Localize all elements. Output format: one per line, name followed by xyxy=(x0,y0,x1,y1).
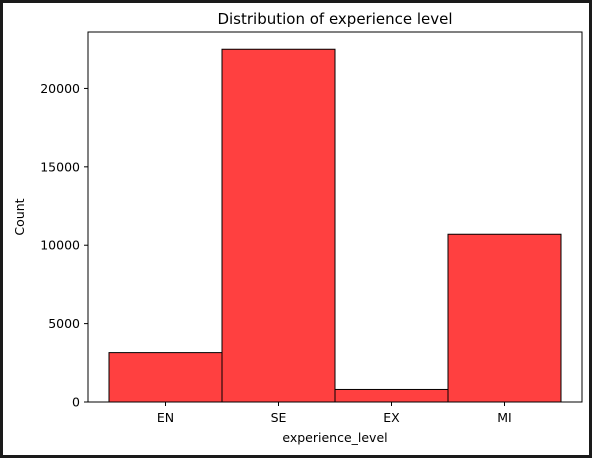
y-tick-label: 20000 xyxy=(40,81,80,96)
x-tick-label: MI xyxy=(497,410,511,425)
x-tick-label: EN xyxy=(157,410,174,425)
x-tick-label: SE xyxy=(271,410,287,425)
x-tick-label: EX xyxy=(383,410,400,425)
bar-ex xyxy=(334,388,449,403)
y-tick-label: 10000 xyxy=(40,238,80,253)
y-tick-label: 5000 xyxy=(48,316,80,331)
chart-title: Distribution of experience level xyxy=(217,10,452,28)
bar-en xyxy=(108,352,223,403)
y-tick-label: 15000 xyxy=(40,159,80,174)
bar-mi xyxy=(447,233,562,403)
x-axis-label: experience_level xyxy=(282,430,387,445)
y-axis-label: Count xyxy=(12,198,27,235)
y-ticks: 0 5000 10000 15000 20000 xyxy=(40,81,88,410)
plot-area-border xyxy=(87,31,583,403)
bar-se xyxy=(221,48,336,403)
x-ticks: EN SE EX MI xyxy=(157,402,512,425)
bars-group xyxy=(108,48,562,403)
y-tick-label: 0 xyxy=(72,395,80,410)
